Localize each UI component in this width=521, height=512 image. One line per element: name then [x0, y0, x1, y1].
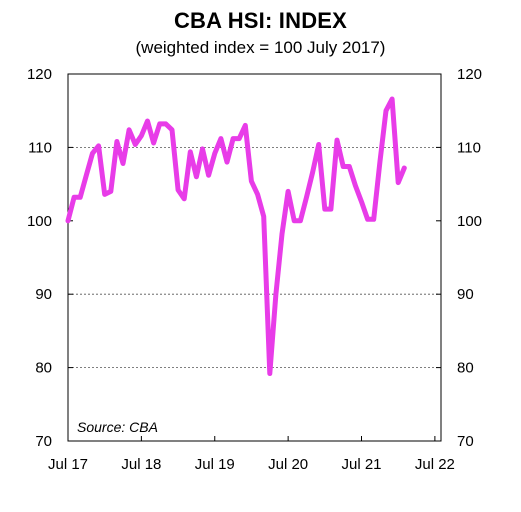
x-tick-label: Jul 20	[268, 456, 308, 473]
y-tick-label-left: 110	[28, 139, 52, 156]
y-tick-label-left: 100	[27, 213, 52, 230]
plot-area-frame	[67, 73, 442, 442]
x-tick-label: Jul 19	[195, 456, 235, 473]
source-annotation: Source: CBA	[77, 419, 158, 435]
x-tick-label: Jul 21	[341, 456, 381, 473]
y-tick-label-left: 70	[35, 433, 52, 450]
y-tick-label-right: 120	[457, 66, 482, 83]
x-tick-label: Jul 17	[48, 456, 88, 473]
y-tick-label-left: 90	[35, 286, 52, 303]
y-tick-label-right: 80	[457, 360, 474, 377]
y-tick-label-right: 70	[457, 433, 474, 450]
x-tick-label: Jul 22	[415, 456, 455, 473]
x-tick-label: Jul 18	[121, 456, 161, 473]
y-tick-label-right: 90	[457, 286, 474, 303]
y-tick-label-left: 120	[27, 66, 52, 83]
y-tick-label-left: 80	[35, 360, 52, 377]
y-tick-label-right: 100	[457, 213, 482, 230]
chart-subtitle: (weighted index = 100 July 2017)	[135, 38, 386, 57]
chart-title: CBA HSI: INDEX	[173, 8, 348, 33]
y-tick-label-right: 110	[457, 139, 481, 156]
series-line	[65, 96, 407, 376]
